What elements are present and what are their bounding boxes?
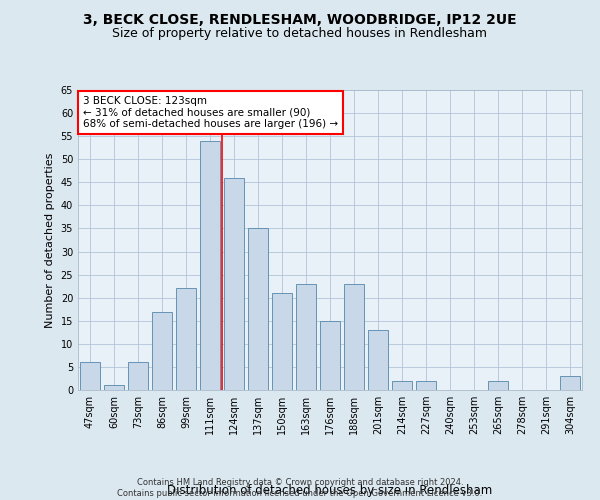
Bar	[128, 362, 148, 390]
Bar	[176, 288, 196, 390]
Bar	[104, 386, 124, 390]
Text: 3 BECK CLOSE: 123sqm
← 31% of detached houses are smaller (90)
68% of semi-detac: 3 BECK CLOSE: 123sqm ← 31% of detached h…	[83, 96, 338, 129]
Text: 3, BECK CLOSE, RENDLESHAM, WOODBRIDGE, IP12 2UE: 3, BECK CLOSE, RENDLESHAM, WOODBRIDGE, I…	[83, 12, 517, 26]
Text: Size of property relative to detached houses in Rendlesham: Size of property relative to detached ho…	[113, 28, 487, 40]
Y-axis label: Number of detached properties: Number of detached properties	[45, 152, 55, 328]
X-axis label: Distribution of detached houses by size in Rendlesham: Distribution of detached houses by size …	[167, 484, 493, 498]
Text: Contains HM Land Registry data © Crown copyright and database right 2024.
Contai: Contains HM Land Registry data © Crown c…	[118, 478, 482, 498]
Bar	[80, 362, 100, 390]
Bar	[560, 376, 580, 390]
Bar	[392, 381, 412, 390]
Bar	[416, 381, 436, 390]
Bar	[200, 141, 220, 390]
Bar	[152, 312, 172, 390]
Bar	[248, 228, 268, 390]
Bar	[224, 178, 244, 390]
Bar	[344, 284, 364, 390]
Bar	[368, 330, 388, 390]
Bar	[488, 381, 508, 390]
Bar	[272, 293, 292, 390]
Bar	[296, 284, 316, 390]
Bar	[320, 321, 340, 390]
